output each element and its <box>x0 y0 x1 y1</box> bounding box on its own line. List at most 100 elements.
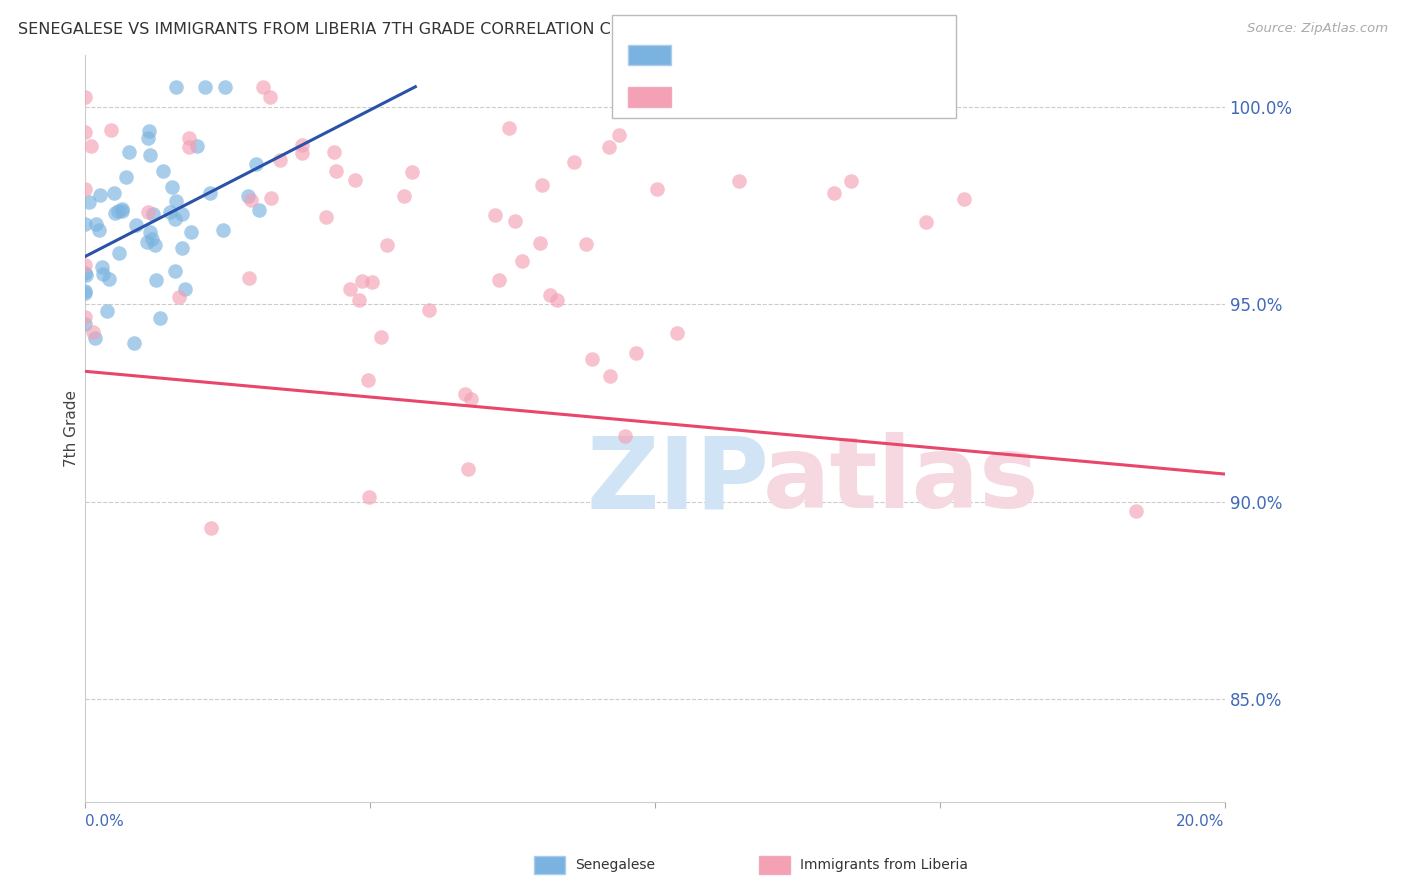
Point <box>165 79 187 94</box>
Text: N =: N = <box>818 86 849 103</box>
Point <box>598 140 620 154</box>
Point <box>152 164 174 178</box>
Point <box>252 79 274 94</box>
Point <box>198 186 221 200</box>
Point <box>138 147 160 161</box>
Point <box>103 186 125 200</box>
Text: 0.0%: 0.0% <box>84 814 124 829</box>
Point <box>172 207 194 221</box>
Point <box>291 145 314 160</box>
Text: atlas: atlas <box>763 433 1039 529</box>
Point <box>73 286 96 301</box>
Point <box>839 174 862 188</box>
Point <box>357 373 380 387</box>
Point <box>401 165 423 179</box>
Point <box>108 245 131 260</box>
Point <box>160 179 183 194</box>
Text: N =: N = <box>818 44 849 62</box>
Point <box>91 267 114 281</box>
Point <box>360 276 382 290</box>
Point <box>240 193 263 207</box>
Point <box>538 288 561 302</box>
Point <box>138 124 160 138</box>
Point <box>510 254 533 268</box>
Point <box>80 139 103 153</box>
Point <box>245 157 267 171</box>
Point <box>260 191 283 205</box>
Point <box>370 329 392 343</box>
Point <box>339 282 361 296</box>
Point <box>375 238 398 252</box>
Point <box>73 266 96 280</box>
Point <box>77 195 100 210</box>
Point <box>145 272 167 286</box>
Point <box>143 238 166 252</box>
Point <box>167 290 190 304</box>
Point <box>1125 504 1147 518</box>
Point <box>350 274 373 288</box>
Text: 64: 64 <box>868 86 890 103</box>
Y-axis label: 7th Grade: 7th Grade <box>65 390 79 467</box>
Point <box>607 128 630 143</box>
Point <box>315 211 337 225</box>
Point <box>84 217 107 231</box>
Point <box>546 293 568 307</box>
Text: 20.0%: 20.0% <box>1177 814 1225 829</box>
Point <box>73 284 96 298</box>
Point <box>613 429 636 443</box>
Point <box>498 121 520 136</box>
Point <box>90 260 112 274</box>
Text: -0.373: -0.373 <box>738 86 797 103</box>
Point <box>457 462 479 476</box>
Point <box>823 186 845 200</box>
Point <box>238 270 260 285</box>
Point <box>460 392 482 406</box>
Point <box>259 89 281 103</box>
Point <box>84 331 107 345</box>
Point <box>488 272 510 286</box>
Point <box>97 272 120 286</box>
Point <box>73 182 96 196</box>
Point <box>269 153 291 167</box>
Point <box>177 140 200 154</box>
Point <box>728 174 751 188</box>
Point <box>125 218 148 232</box>
Text: SENEGALESE VS IMMIGRANTS FROM LIBERIA 7TH GRADE CORRELATION CHART: SENEGALESE VS IMMIGRANTS FROM LIBERIA 7T… <box>18 22 654 37</box>
Point <box>73 217 96 231</box>
Point <box>599 369 621 384</box>
Point <box>394 189 416 203</box>
Point <box>141 232 163 246</box>
Text: R =: R = <box>685 86 716 103</box>
Point <box>82 326 104 340</box>
Point <box>915 215 938 229</box>
Point <box>562 155 585 169</box>
Point <box>581 351 603 366</box>
Point <box>529 235 551 250</box>
Point <box>87 223 110 237</box>
Point <box>325 164 347 178</box>
Point <box>136 131 159 145</box>
Point <box>135 235 157 249</box>
Point <box>291 138 314 153</box>
Point <box>214 79 236 94</box>
Point <box>136 205 159 219</box>
Text: R =: R = <box>685 44 716 62</box>
Point <box>575 236 598 251</box>
Point <box>89 188 111 202</box>
Point <box>107 203 129 218</box>
Point <box>531 178 554 193</box>
Point <box>647 182 669 196</box>
Point <box>73 90 96 104</box>
Point <box>170 241 193 255</box>
Point <box>624 346 647 360</box>
Point <box>211 223 233 237</box>
Point <box>114 169 136 184</box>
Point <box>238 189 260 203</box>
Point <box>200 521 222 535</box>
Point <box>75 268 97 282</box>
Text: Source: ZipAtlas.com: Source: ZipAtlas.com <box>1247 22 1388 36</box>
Point <box>96 304 118 318</box>
Point <box>247 202 270 217</box>
Point <box>322 145 344 159</box>
Point <box>177 131 200 145</box>
